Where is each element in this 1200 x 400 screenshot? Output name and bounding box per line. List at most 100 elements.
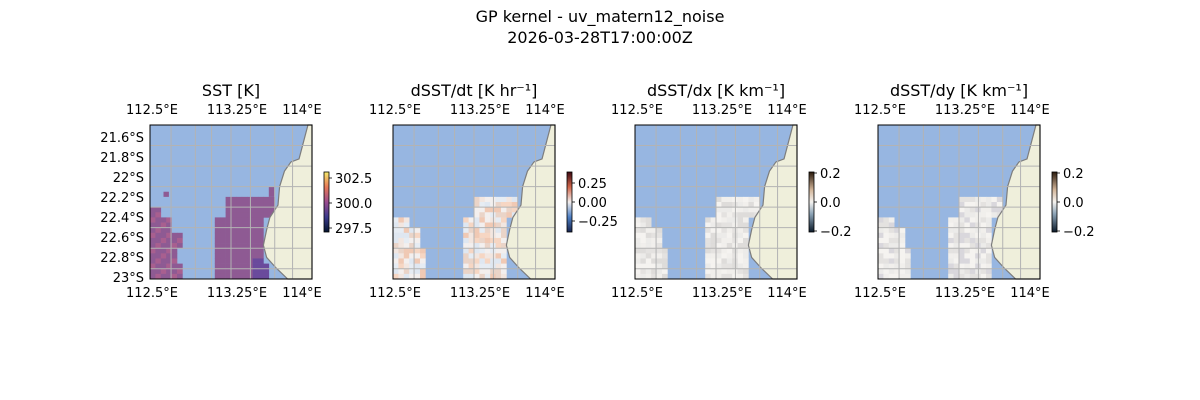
sst-cell [258, 268, 264, 275]
grad-cell [710, 253, 717, 259]
grad-cell [403, 263, 410, 270]
grad-cell [420, 263, 426, 270]
grad-cell [474, 268, 480, 275]
grad-cell [495, 232, 502, 239]
sst-cell [155, 232, 162, 239]
sst-cell [150, 263, 156, 270]
grad-cell [484, 248, 491, 254]
sst-cell [258, 196, 264, 203]
sst-cell [160, 268, 167, 275]
grad-cell [474, 217, 480, 223]
sst-cell [214, 253, 221, 259]
sst-cell [220, 268, 226, 275]
grad-cell [883, 232, 890, 239]
grad-cell [716, 232, 722, 239]
grad-cell [894, 243, 900, 249]
y-tick: 21.8°S [100, 151, 144, 166]
sst-cell [166, 222, 172, 228]
sst-cell [220, 227, 226, 234]
grad-cell [991, 207, 998, 213]
grad-cell [495, 217, 502, 223]
grad-cell [737, 253, 744, 259]
y-tick: 23°S [113, 271, 144, 286]
grad-cell [986, 258, 992, 264]
sst-cell [252, 217, 259, 223]
grad-cell [662, 273, 668, 280]
x-tick-top: 113.25°E [935, 103, 995, 118]
sst-cell [252, 263, 259, 270]
grad-cell [964, 207, 971, 213]
grad-cell [888, 273, 895, 280]
grad-cell [393, 217, 399, 223]
grad-cell [506, 196, 513, 203]
grad-cell [883, 222, 890, 228]
grad-cell [964, 263, 971, 270]
sst-cell [236, 202, 243, 208]
grad-cell [640, 222, 647, 228]
grad-cell [878, 268, 884, 275]
sst-cell [241, 207, 248, 213]
sst-cell [155, 243, 162, 249]
colorbar [1051, 171, 1058, 233]
grad-cell [635, 248, 641, 254]
grad-cell [964, 217, 971, 223]
grad-cell [705, 217, 711, 223]
grad-cell [474, 253, 480, 259]
grad-cell [959, 196, 965, 203]
sst-cell [225, 263, 232, 270]
grad-cell [899, 227, 906, 234]
grad-cell [986, 237, 992, 244]
grad-cell [468, 248, 475, 254]
grad-cell [986, 243, 992, 249]
grad-cell [899, 273, 906, 280]
grad-cell [640, 258, 647, 264]
grad-cell [959, 263, 965, 270]
grad-cell [969, 273, 976, 280]
sst-cell [160, 258, 167, 264]
grad-cell [484, 212, 491, 218]
sst-cell [214, 243, 221, 249]
colorbar-tick-label: −0.2 [820, 225, 852, 240]
sst-cell [166, 273, 172, 280]
grad-cell [398, 232, 405, 239]
grad-cell [393, 232, 399, 239]
grad-cell [737, 273, 744, 280]
grad-cell [878, 248, 884, 254]
grad-cell [479, 212, 486, 218]
grad-cell [969, 202, 976, 208]
grad-cell [420, 268, 426, 275]
sst-cell [225, 196, 232, 203]
grad-cell [980, 243, 987, 249]
grad-cell [403, 243, 410, 249]
grad-cell [710, 217, 717, 223]
grad-cell [883, 237, 890, 244]
grad-cell [743, 232, 749, 239]
grad-cell [991, 196, 998, 203]
grad-cell [398, 243, 405, 249]
grad-cell [479, 263, 486, 270]
grad-cell [414, 263, 421, 270]
sst-cell [231, 227, 237, 234]
grad-cell [409, 243, 415, 249]
grad-cell [959, 243, 965, 249]
sst-cell [236, 217, 243, 223]
sst-cell [150, 237, 156, 244]
x-tick-top: 114°E [525, 103, 565, 118]
grad-cell [959, 202, 965, 208]
sst-cell [220, 232, 226, 239]
sst-cell [220, 243, 226, 249]
grad-cell [969, 212, 976, 218]
grad-cell [964, 253, 971, 259]
grad-cell [743, 227, 749, 234]
grad-cell [651, 273, 657, 280]
grad-cell [959, 268, 965, 275]
grad-cell [899, 243, 906, 249]
grad-cell [905, 268, 911, 275]
grad-cell [468, 268, 475, 275]
grad-cell [888, 243, 895, 249]
grad-cell [948, 263, 954, 270]
grad-cell [980, 207, 987, 213]
grad-cell [737, 268, 744, 275]
sst-cell [177, 268, 183, 275]
sst-cell [214, 258, 221, 264]
